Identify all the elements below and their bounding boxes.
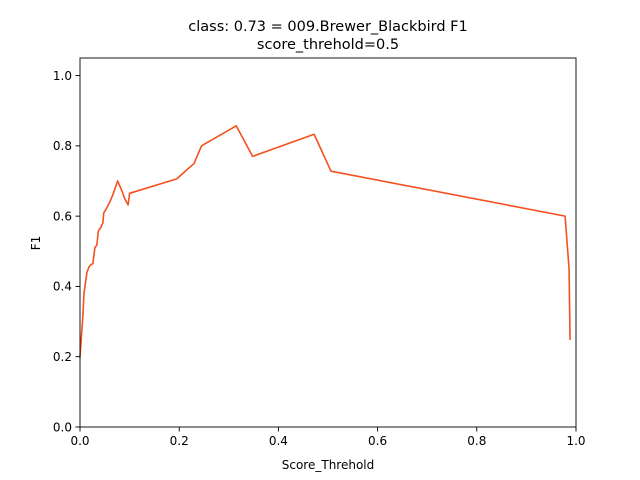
- y-tick-label: 0.4: [53, 280, 72, 294]
- x-tick-label: 0.6: [368, 434, 387, 448]
- chart-title-line2: score_threhold=0.5: [257, 37, 399, 53]
- plot-area: 0.0 0.2 0.4 0.6 0.8 1.0 0.0 0.2 0.4 0.6 0.8 1.0: [53, 57, 586, 448]
- x-tick-label: 0.8: [467, 434, 486, 448]
- y-tick-label: 0.8: [53, 139, 72, 153]
- y-tick-label: 0.0: [53, 420, 72, 434]
- y-axis-label: F1: [29, 236, 43, 251]
- x-tick-label: 1.0: [566, 434, 585, 448]
- x-tick-label: 0.4: [269, 434, 288, 448]
- x-axis-label: Score_Threhold: [282, 458, 375, 472]
- f1-series-line: [79, 125, 571, 358]
- plot-frame: [79, 57, 577, 428]
- y-tick-label: 0.6: [53, 209, 72, 223]
- y-tick-label: 0.2: [53, 350, 72, 364]
- x-tick-label: 0.0: [70, 434, 89, 448]
- y-tick-label: 1.0: [53, 69, 72, 83]
- chart-title-line1: class: 0.73 = 009.Brewer_Blackbird F1: [188, 19, 467, 35]
- x-tick-label: 0.2: [170, 434, 189, 448]
